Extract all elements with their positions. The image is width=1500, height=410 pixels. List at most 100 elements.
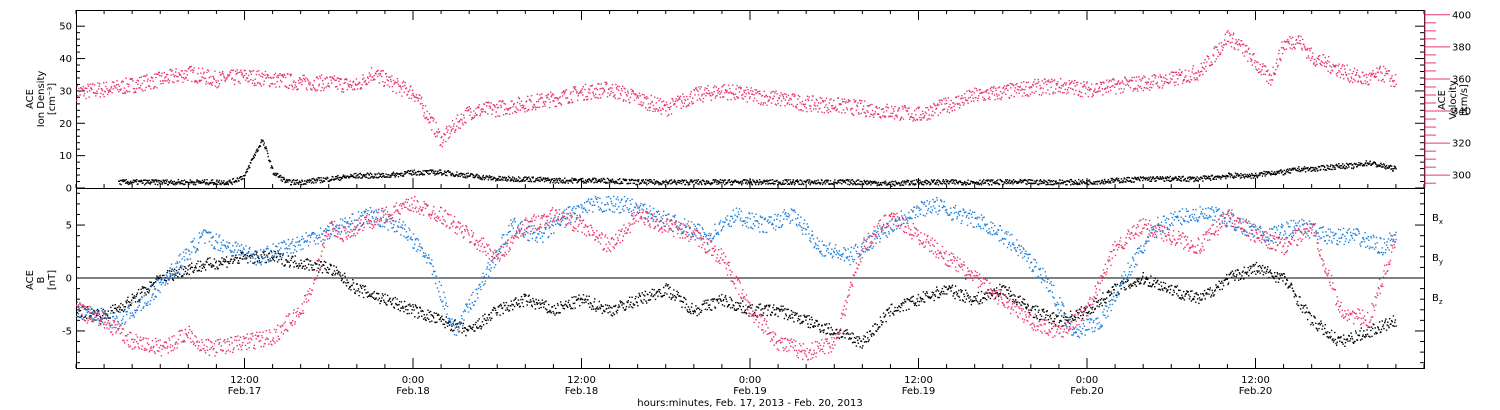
velocity-point [176, 75, 178, 78]
velocity-point [849, 100, 851, 102]
density-point [331, 178, 333, 180]
velocity-point [779, 105, 782, 107]
velocity-point [1182, 80, 1184, 82]
velocity-point [819, 107, 821, 110]
density-point [906, 179, 909, 181]
velocity-point [978, 95, 980, 97]
velocity-point [179, 74, 182, 76]
density-point [980, 184, 983, 186]
density-point [556, 181, 558, 183]
velocity-point [840, 103, 842, 105]
velocity-point [161, 72, 163, 74]
velocity-point [430, 116, 432, 118]
velocity-point [1066, 93, 1068, 95]
velocity-point [210, 75, 212, 78]
density-point [1217, 175, 1220, 178]
density-point [382, 173, 385, 175]
velocity-point [201, 67, 204, 70]
density-point [1085, 182, 1087, 184]
density-point [1090, 182, 1092, 184]
velocity-point [1192, 65, 1194, 67]
density-point [1182, 175, 1184, 178]
density-point [658, 183, 660, 186]
bx-point [96, 314, 98, 316]
velocity-point [629, 101, 631, 104]
density-point [1007, 182, 1010, 184]
velocity-point [282, 76, 285, 78]
density-point [1075, 181, 1078, 183]
density-point [547, 179, 550, 182]
density-point [527, 180, 529, 183]
density-point [478, 174, 480, 177]
velocity-point [984, 91, 986, 93]
density-point [1376, 166, 1379, 168]
velocity-point [1392, 80, 1394, 82]
velocity-point [656, 108, 658, 110]
velocity-point [778, 97, 780, 100]
velocity-point [847, 101, 849, 104]
velocity-point [374, 78, 376, 81]
velocity-point [638, 92, 641, 94]
density-point [478, 176, 481, 178]
density-point [758, 182, 760, 184]
density-point [1270, 174, 1272, 176]
velocity-point [701, 95, 703, 97]
velocity-point [1197, 79, 1199, 81]
density-point [1040, 182, 1043, 185]
density-point [1210, 179, 1212, 181]
density-point [1016, 181, 1019, 183]
velocity-point [721, 96, 724, 98]
density-point [418, 170, 420, 172]
velocity-point [241, 72, 244, 75]
density-point [1311, 166, 1313, 169]
velocity-point [83, 95, 85, 97]
velocity-point [1156, 81, 1158, 84]
density-point [543, 180, 546, 183]
density-point [385, 173, 387, 175]
density-point [1383, 164, 1385, 166]
bx-point [101, 315, 104, 317]
velocity-point [1047, 89, 1049, 91]
velocity-point [1208, 58, 1210, 60]
velocity-point [914, 119, 916, 121]
velocity-point [503, 102, 505, 105]
density-point [147, 180, 149, 182]
density-point [594, 181, 596, 183]
velocity-point [199, 79, 201, 82]
density-point [466, 176, 469, 178]
density-point [1150, 180, 1152, 182]
density-point [366, 172, 369, 174]
density-point [281, 180, 283, 182]
velocity-point [702, 97, 705, 100]
density-point [735, 180, 737, 183]
velocity-point [971, 94, 973, 96]
density-point [1388, 165, 1390, 167]
density-point [1167, 179, 1170, 182]
density-point [706, 180, 708, 182]
velocity-point [1195, 78, 1197, 81]
velocity-point [235, 70, 237, 73]
velocity-point [616, 85, 619, 88]
velocity-point [101, 90, 104, 92]
bx-point [122, 304, 124, 306]
velocity-point [543, 103, 546, 105]
velocity-point [922, 113, 924, 115]
density-point [322, 177, 324, 179]
density-point [1205, 175, 1207, 178]
density-point [566, 180, 569, 182]
velocity-point [885, 110, 888, 112]
density-point [693, 183, 695, 186]
velocity-point [773, 95, 775, 97]
velocity-point [857, 112, 860, 114]
velocity-point [1389, 78, 1392, 80]
velocity-point [1011, 83, 1013, 85]
velocity-point [1149, 83, 1152, 85]
velocity-point [552, 94, 555, 96]
velocity-point [631, 90, 633, 93]
velocity-point [101, 88, 103, 91]
velocity-point [365, 82, 368, 85]
velocity-point [727, 92, 729, 94]
velocity-point [1068, 79, 1070, 82]
density-point [1375, 163, 1377, 165]
velocity-point [930, 114, 933, 116]
